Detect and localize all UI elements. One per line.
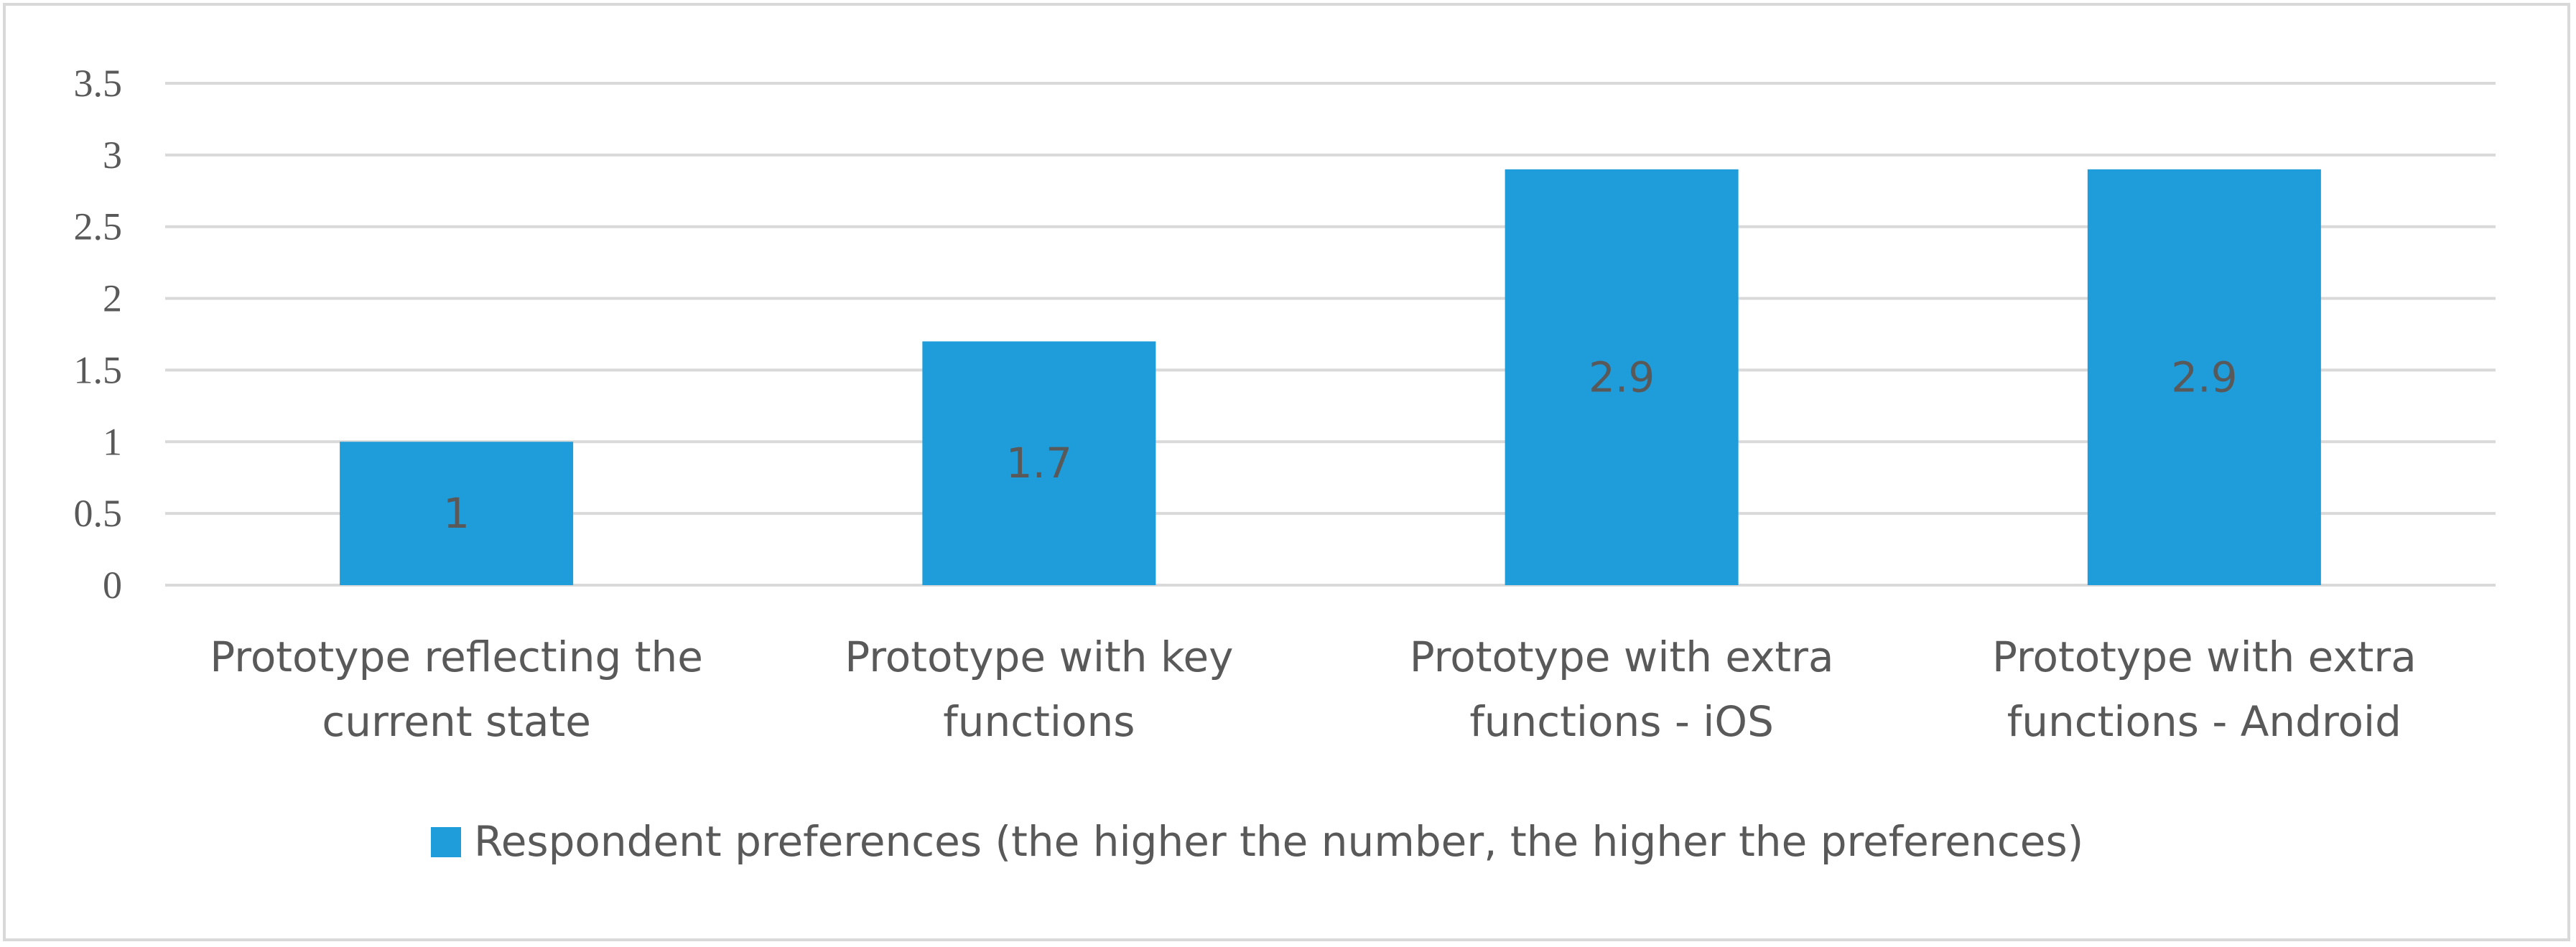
y-tick-label: 1.5 bbox=[74, 348, 123, 391]
legend-swatch bbox=[431, 827, 461, 857]
x-category-label: functions - iOS bbox=[1469, 697, 1774, 746]
y-tick-label: 0.5 bbox=[74, 492, 123, 535]
y-tick-label: 1 bbox=[103, 420, 122, 463]
x-category-label: Prototype reflecting the bbox=[210, 633, 703, 681]
legend-label: Respondent preferences (the higher the n… bbox=[474, 817, 2083, 866]
x-category-label: functions - Android bbox=[2007, 697, 2401, 746]
chart-frame: 0 0.5 1 1.5 2 2.5 3 3.5 1 1.7 2.9 2.9 Prototype refl… bbox=[3, 3, 2570, 941]
bar bbox=[2087, 169, 2321, 586]
x-category-label: Prototype with extra bbox=[1410, 633, 1834, 681]
x-category-label: Prototype with extra bbox=[1992, 633, 2417, 681]
y-tick-label: 2.5 bbox=[74, 205, 123, 248]
y-tick-label: 3.5 bbox=[74, 62, 123, 105]
y-tick-label: 2 bbox=[103, 277, 122, 320]
x-category-label: functions bbox=[943, 697, 1135, 746]
x-category-label: current state bbox=[322, 697, 591, 746]
bar-chart: 0 0.5 1 1.5 2 2.5 3 3.5 1 1.7 2.9 2.9 Prototype refl… bbox=[74, 62, 2496, 866]
bar-data-label: 2.9 bbox=[2171, 353, 2237, 401]
bar bbox=[1505, 169, 1739, 586]
y-tick-label: 0 bbox=[103, 564, 122, 607]
bar bbox=[340, 442, 574, 585]
y-tick-label: 3 bbox=[103, 134, 122, 177]
bar-data-label: 1.7 bbox=[1006, 439, 1072, 488]
x-category-label: Prototype with key bbox=[845, 633, 1233, 681]
bar bbox=[922, 341, 1156, 585]
bar-data-label: 1 bbox=[443, 489, 470, 538]
bar-data-label: 2.9 bbox=[1589, 353, 1655, 401]
